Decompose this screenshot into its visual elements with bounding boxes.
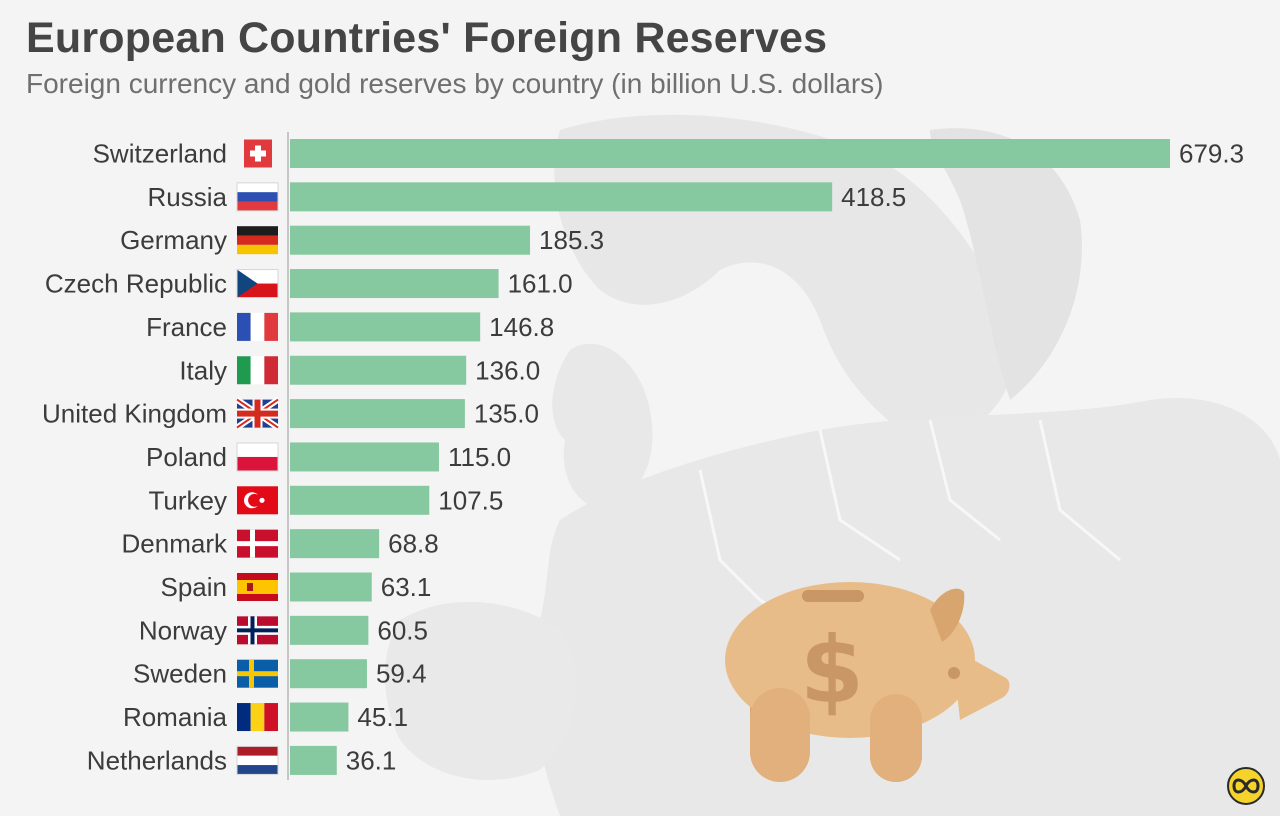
value-label-czech-republic: 161.0	[508, 269, 573, 299]
value-label-sweden: 59.4	[376, 659, 427, 689]
france-flag-icon	[237, 312, 278, 341]
country-flags	[235, 139, 280, 775]
value-label-denmark: 68.8	[388, 529, 439, 559]
bar-russia	[290, 182, 833, 212]
bar-switzerland	[290, 139, 1170, 168]
category-label-poland: Poland	[146, 442, 227, 472]
category-label-netherlands: Netherlands	[87, 745, 227, 775]
value-label-turkey: 107.5	[438, 485, 503, 515]
category-label-denmark: Denmark	[122, 529, 228, 559]
bar-czech-republic	[290, 269, 499, 299]
bar-denmark	[290, 529, 380, 559]
bar-united-kingdom	[290, 399, 465, 429]
category-label-turkey: Turkey	[149, 485, 228, 515]
spain-flag-icon	[237, 573, 278, 601]
bar-germany	[290, 225, 531, 255]
value-label-spain: 63.1	[381, 572, 432, 602]
category-label-russia: Russia	[148, 182, 228, 212]
category-labels: Switzerland Russia Germany Czech Republic Fr…	[42, 139, 228, 776]
czech-republic-flag-icon	[236, 269, 279, 299]
piggy-bank-dollar-icon: $	[725, 582, 1010, 782]
value-label-germany: 185.3	[539, 225, 604, 255]
bar-romania	[290, 702, 349, 732]
category-label-norway: Norway	[139, 615, 227, 645]
category-label-france: France	[146, 312, 227, 342]
sweden-flag-icon	[237, 659, 278, 688]
value-labels: 679.3 418.5 185.3 161.0 146.8 136.0 135.0 115.0…	[346, 139, 1244, 776]
bars	[290, 139, 1170, 775]
value-label-united-kingdom: 135.0	[474, 399, 539, 429]
map-iberia-shape	[385, 601, 578, 780]
poland-flag-icon	[236, 442, 279, 472]
denmark-flag-icon	[237, 529, 278, 558]
bar-turkey	[290, 485, 430, 515]
map-borders	[698, 419, 1121, 642]
value-label-poland: 115.0	[448, 442, 511, 472]
value-label-romania: 45.1	[357, 702, 408, 732]
bar-norway	[290, 615, 369, 645]
norway-flag-icon	[237, 616, 278, 645]
value-label-italy: 136.0	[475, 355, 540, 385]
svg-text:$: $	[800, 617, 864, 724]
bar-italy	[290, 355, 467, 385]
chart-subtitle: Foreign currency and gold reserves by co…	[26, 68, 884, 99]
infinity-logo-icon	[1227, 767, 1265, 805]
map-finland-shape	[930, 128, 1082, 400]
category-label-switzerland: Switzerland	[93, 139, 227, 169]
turkey-flag-icon	[237, 486, 278, 515]
map-british-isles-shape	[552, 343, 653, 510]
category-label-sweden: Sweden	[133, 659, 227, 689]
category-label-united-kingdom: United Kingdom	[42, 399, 227, 429]
value-label-norway: 60.5	[377, 615, 428, 645]
united-kingdom-flag-icon	[235, 397, 280, 431]
category-label-spain: Spain	[161, 572, 228, 602]
bar-spain	[290, 572, 372, 602]
italy-flag-icon	[237, 356, 278, 385]
category-label-germany: Germany	[120, 225, 227, 255]
bar-sweden	[290, 659, 367, 689]
value-label-france: 146.8	[489, 312, 554, 342]
value-label-switzerland: 679.3	[1179, 139, 1244, 169]
category-label-romania: Romania	[123, 702, 228, 732]
category-label-czech-republic: Czech Republic	[45, 269, 227, 299]
netherlands-flag-icon	[236, 745, 279, 775]
switzerland-flag-icon	[244, 139, 272, 168]
bar-poland	[290, 442, 439, 472]
chart-title: European Countries' Foreign Reserves	[26, 14, 828, 62]
value-label-netherlands: 36.1	[346, 745, 397, 775]
bar-france	[290, 312, 481, 342]
value-label-russia: 418.5	[841, 182, 906, 212]
category-label-italy: Italy	[179, 355, 227, 385]
romania-flag-icon	[237, 703, 278, 732]
bar-netherlands	[290, 745, 337, 775]
russia-flag-icon	[236, 182, 279, 212]
germany-flag-icon	[237, 226, 278, 255]
